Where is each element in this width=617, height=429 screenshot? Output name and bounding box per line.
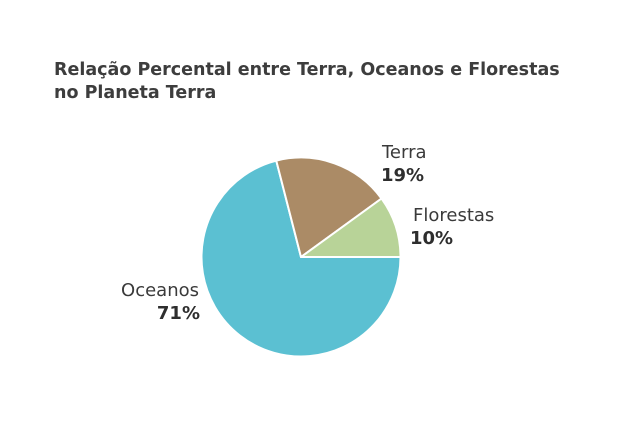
pie-slice-florestas: [300, 197, 402, 258]
chart-title-line-2: no Planeta Terra: [54, 83, 217, 103]
slice-label-oceanos: Oceanos: [121, 280, 199, 301]
pie-slice-terra: [275, 156, 383, 258]
slice-label-florestas: Florestas: [413, 205, 494, 226]
slice-value-oceanos: 71%: [157, 303, 200, 324]
pie-slice-oceanos: [200, 159, 402, 358]
slice-value-florestas: 10%: [410, 228, 453, 249]
slice-label-terra: Terra: [381, 142, 427, 163]
chart-title-line-1: Relação Percental entre Terra, Oceanos e…: [54, 60, 560, 80]
chart-title: Relação Percental entre Terra, Oceanos e…: [54, 59, 574, 105]
slice-value-terra: 19%: [381, 165, 424, 186]
